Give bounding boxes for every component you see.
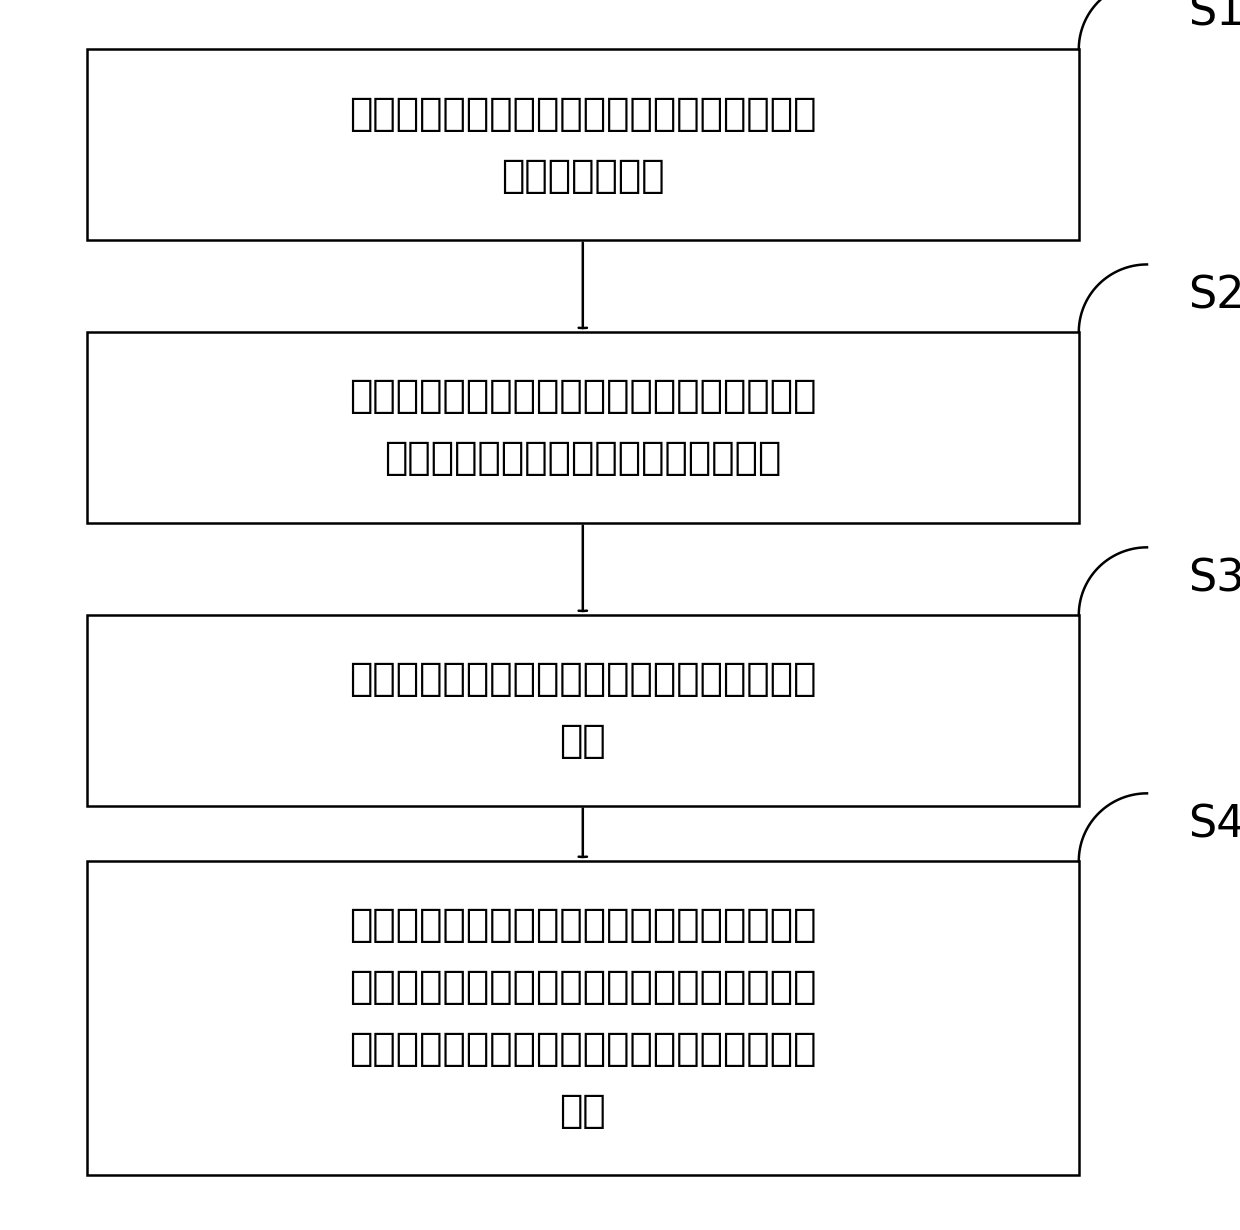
Text: 确定从分盘开始时间点到分盘结束时间点内，
该物料称量时的稳态点参照值和波谷值: 确定从分盘开始时间点到分盘结束时间点内， 该物料称量时的稳态点参照值和波谷值 xyxy=(348,378,817,477)
Text: 根据预设的生产配合比重中所述物料所需的重
量，从所述多个分盘量中计算得到与所述重量
的偏差值最小的分盘量，得到该物料的真实分
盘量: 根据预设的生产配合比重中所述物料所需的重 量，从所述多个分盘量中计算得到与所述重… xyxy=(348,905,817,1130)
Bar xyxy=(87,332,1079,523)
Text: 根据所述稳态点参照值和波谷值，得到多个分
盘量: 根据所述稳态点参照值和波谷值，得到多个分 盘量 xyxy=(348,661,817,760)
Text: 获取物料分盘的开始时间点，以及获取物料分
盘的结束时间点: 获取物料分盘的开始时间点，以及获取物料分 盘的结束时间点 xyxy=(348,95,817,194)
Bar xyxy=(87,615,1079,806)
Bar xyxy=(87,49,1079,240)
Text: S1: S1 xyxy=(1188,0,1240,34)
Text: S3: S3 xyxy=(1188,557,1240,600)
Text: S4: S4 xyxy=(1188,803,1240,846)
Bar xyxy=(87,861,1079,1175)
Text: S2: S2 xyxy=(1188,274,1240,317)
